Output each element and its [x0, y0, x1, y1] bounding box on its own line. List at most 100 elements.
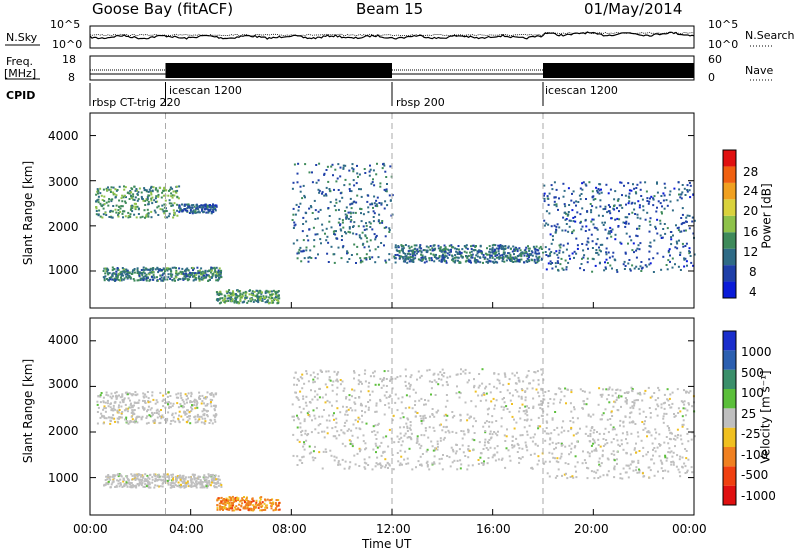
velocity-cell — [459, 419, 462, 421]
velocity-cell — [252, 499, 255, 502]
velocity-cell — [431, 408, 434, 410]
velocity-cell — [349, 461, 352, 464]
power-cell — [200, 204, 203, 207]
power-ytick-3000: 3000 — [48, 175, 79, 189]
velocity-cell — [485, 447, 488, 449]
velocity-cell — [503, 406, 506, 409]
velocity-cell — [637, 459, 640, 462]
power-cell — [215, 271, 218, 274]
velocity-cell — [638, 412, 641, 415]
velocity-cell — [444, 405, 447, 408]
velocity-cell — [137, 407, 140, 410]
velocity-cell — [571, 475, 574, 478]
velocity-cell — [498, 382, 501, 385]
velocity-cell — [353, 371, 356, 374]
velocity-cell — [441, 468, 444, 471]
power-cell — [670, 236, 673, 239]
power-cell — [646, 197, 649, 200]
velocity-cell — [170, 420, 173, 422]
power-cell — [130, 207, 133, 210]
velocity-cell — [693, 435, 696, 438]
freq-tick-top: 18 — [62, 53, 76, 66]
velocity-cell — [326, 432, 329, 435]
velocity-cell — [182, 485, 185, 487]
velocity-cell — [386, 462, 389, 465]
velocity-cell — [106, 482, 109, 485]
power-cell — [393, 255, 396, 258]
velocity-cell — [222, 509, 224, 511]
velocity-cell — [444, 413, 447, 416]
power-cell — [195, 273, 198, 276]
velocity-cell — [673, 413, 675, 415]
power-cell — [628, 200, 631, 203]
power-cell — [216, 278, 219, 281]
power-cell — [528, 247, 531, 250]
velocity-cell — [342, 389, 345, 392]
velocity-cell — [502, 408, 505, 411]
velocity-cell — [128, 421, 131, 424]
power-cell — [136, 205, 139, 208]
power-cell — [220, 276, 223, 279]
power-cell — [676, 227, 679, 230]
velocity-cell — [532, 405, 535, 408]
velocity-cell — [602, 438, 605, 440]
power-cell — [457, 259, 459, 262]
velocity-cell — [391, 419, 394, 422]
power-cell — [125, 275, 128, 278]
velocity-cell — [173, 486, 176, 488]
power-cell — [444, 246, 447, 249]
power-cell — [437, 247, 440, 250]
velocity-cell — [455, 450, 458, 453]
power-cell — [255, 300, 258, 303]
power-cell — [513, 250, 516, 252]
power-cell — [556, 223, 559, 226]
power-cell — [147, 190, 150, 193]
power-cell — [607, 204, 610, 207]
power-cell — [547, 203, 550, 206]
power-cell — [105, 214, 108, 216]
power-cell — [565, 268, 568, 271]
velocity-cell — [389, 379, 391, 382]
power-cell — [172, 209, 175, 212]
power-cell — [147, 268, 150, 271]
power-cell — [688, 252, 691, 255]
velocity-cell — [199, 486, 202, 489]
velocity-cell — [131, 486, 134, 489]
power-cell — [666, 227, 669, 230]
velocity-cell — [375, 444, 378, 447]
power-cell — [151, 196, 154, 199]
power-cell — [528, 260, 531, 263]
power-cell — [429, 245, 432, 247]
velocity-cell — [113, 401, 116, 404]
velocity-cell — [213, 408, 216, 411]
velocity-cell — [674, 445, 676, 448]
velocity-cell — [203, 414, 206, 417]
power-cell — [547, 255, 550, 258]
power-cell — [411, 254, 414, 257]
velocity-cell — [136, 393, 139, 396]
power-cell — [636, 247, 639, 250]
velocity-cell — [260, 502, 263, 505]
power-cell — [477, 260, 480, 263]
power-cell — [330, 226, 333, 229]
velocity-cell — [336, 378, 339, 381]
velocity-cell — [372, 425, 375, 428]
velocity-cell — [211, 473, 214, 476]
velocity-cell — [198, 481, 201, 484]
velocity-cell — [664, 454, 667, 457]
power-cell — [514, 248, 517, 250]
velocity-cell — [554, 411, 557, 413]
power-cell — [250, 297, 253, 300]
power-cell — [207, 209, 210, 212]
velocity-cell — [687, 458, 690, 461]
velocity-cell — [333, 418, 335, 421]
velocity-cell — [203, 477, 206, 480]
velocity-cell — [504, 373, 507, 376]
velocity-cell — [335, 400, 338, 403]
power-cell — [394, 261, 397, 264]
power-cell — [345, 206, 348, 209]
power-cell — [425, 245, 428, 248]
velocity-cell — [191, 473, 194, 476]
power-cell — [545, 210, 548, 213]
power-cell — [534, 252, 537, 255]
